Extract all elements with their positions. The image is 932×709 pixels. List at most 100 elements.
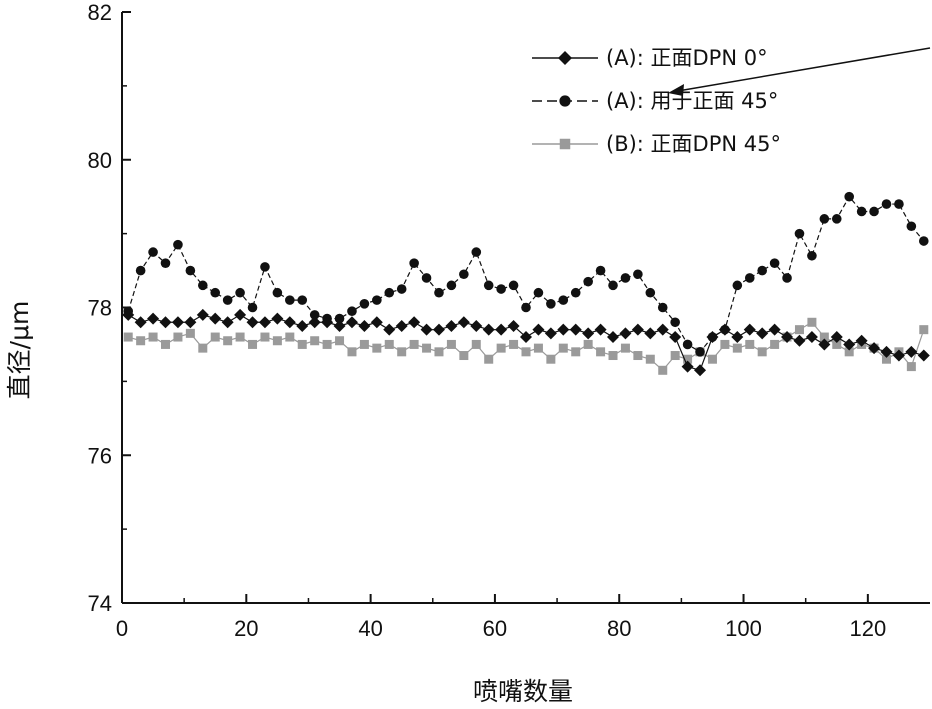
data-point [258,316,271,329]
data-point [869,206,879,217]
data-point [830,331,843,344]
data-point [683,354,693,364]
data-point [844,191,854,202]
data-point [409,339,419,349]
data-point [570,287,581,298]
data-point [372,295,382,305]
data-point [757,265,767,276]
data-point [271,312,284,325]
data-point [296,319,309,332]
data-point [134,316,147,329]
data-point [285,332,295,342]
data-point [408,316,421,329]
data-point [818,338,831,351]
data-point [310,336,320,346]
legend-label: (A): 正面DPN 0° [606,46,768,70]
data-point [396,284,407,294]
data-point [508,280,519,291]
legend: (A): 正面DPN 0° (A): 用于正面 45° (B): 正面DPN 45° [532,46,781,156]
data-point [631,323,644,336]
data-point [507,319,520,332]
y-tick-label: 78 [88,296,112,321]
data-point [223,336,233,346]
x-tick-label: 60 [483,616,507,641]
data-point [669,331,682,344]
data-point [198,280,208,291]
y-tick-label: 74 [88,591,112,616]
data-point [434,287,444,298]
data-point [644,327,657,340]
y-tick-label: 82 [88,0,112,25]
x-tick-label: 80 [607,616,631,641]
data-point [695,347,705,357]
data-point [446,339,456,349]
data-point [558,295,569,305]
data-point [633,269,643,280]
data-point [421,273,432,283]
data-point [546,354,556,364]
data-point [135,265,146,276]
data-point [782,273,792,283]
data-point [335,336,345,346]
annotation-arrow [671,47,931,93]
data-point [831,214,842,224]
data-point [420,323,433,336]
data-point [619,327,632,340]
data-point [496,284,506,294]
data-point [819,332,829,342]
data-point [184,316,197,329]
data-point [272,336,282,346]
data-point [471,339,481,349]
x-tick-label: 0 [116,616,128,641]
data-point [471,247,482,257]
data-point [595,265,606,276]
data-point [260,262,270,272]
data-point [246,316,259,329]
data-point [372,343,382,353]
data-point [844,347,854,357]
x-tick-label: 120 [849,616,886,641]
data-point [283,316,296,329]
data-point [322,339,332,349]
data-point [260,332,270,342]
data-point [457,316,470,329]
data-point [347,306,357,316]
data-point [732,343,742,353]
data-point [384,339,394,349]
data-point [918,236,929,246]
data-point [482,323,495,336]
data-point [656,323,669,336]
data-point [235,287,245,298]
data-point [521,347,531,357]
data-point [484,354,494,364]
data-point [495,323,508,336]
data-point [743,323,756,336]
legend-swatch-marker [559,138,571,150]
data-point [544,327,557,340]
data-point [297,339,307,349]
data-point [892,349,905,362]
legend-swatch-marker [558,51,572,65]
series-layer [122,191,930,377]
data-point [657,302,668,313]
data-point [905,345,918,358]
data-point [173,332,183,342]
data-point [222,295,233,305]
data-point [285,295,295,305]
legend-swatch-marker [559,95,571,107]
data-point [459,351,469,361]
data-point [370,316,383,329]
data-point [409,258,419,268]
data-point [210,332,220,342]
data-point [583,276,593,287]
data-point [781,331,794,344]
data-point [308,316,321,329]
data-point [745,339,755,349]
data-point [793,334,806,347]
data-point [756,327,769,340]
data-point [681,360,694,373]
data-point [422,343,432,353]
x-axis-ticks: 0 20 40 60 80 100 120 [116,594,886,641]
data-point [321,316,334,329]
